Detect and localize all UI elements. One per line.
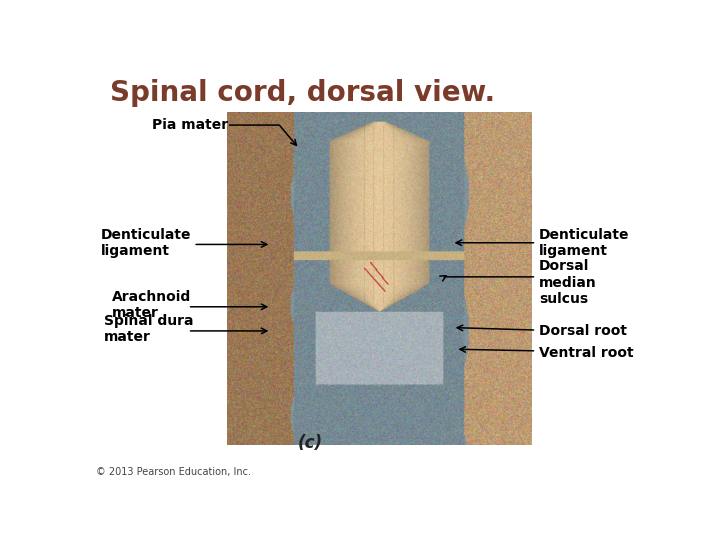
Text: Dorsal
median
sulcus: Dorsal median sulcus xyxy=(539,260,597,306)
Text: Pia mater: Pia mater xyxy=(153,118,229,132)
Text: (c): (c) xyxy=(298,434,323,453)
Text: © 2013 Pearson Education, Inc.: © 2013 Pearson Education, Inc. xyxy=(96,467,251,477)
Text: Denticulate
ligament: Denticulate ligament xyxy=(539,228,630,258)
Text: Spinal dura
mater: Spinal dura mater xyxy=(104,314,194,344)
Text: Denticulate
ligament: Denticulate ligament xyxy=(101,228,192,258)
Text: Ventral root: Ventral root xyxy=(539,346,634,360)
Text: Arachnoid
mater: Arachnoid mater xyxy=(112,290,192,320)
Text: Dorsal root: Dorsal root xyxy=(539,324,627,338)
Text: Spinal cord, dorsal view.: Spinal cord, dorsal view. xyxy=(109,79,495,107)
